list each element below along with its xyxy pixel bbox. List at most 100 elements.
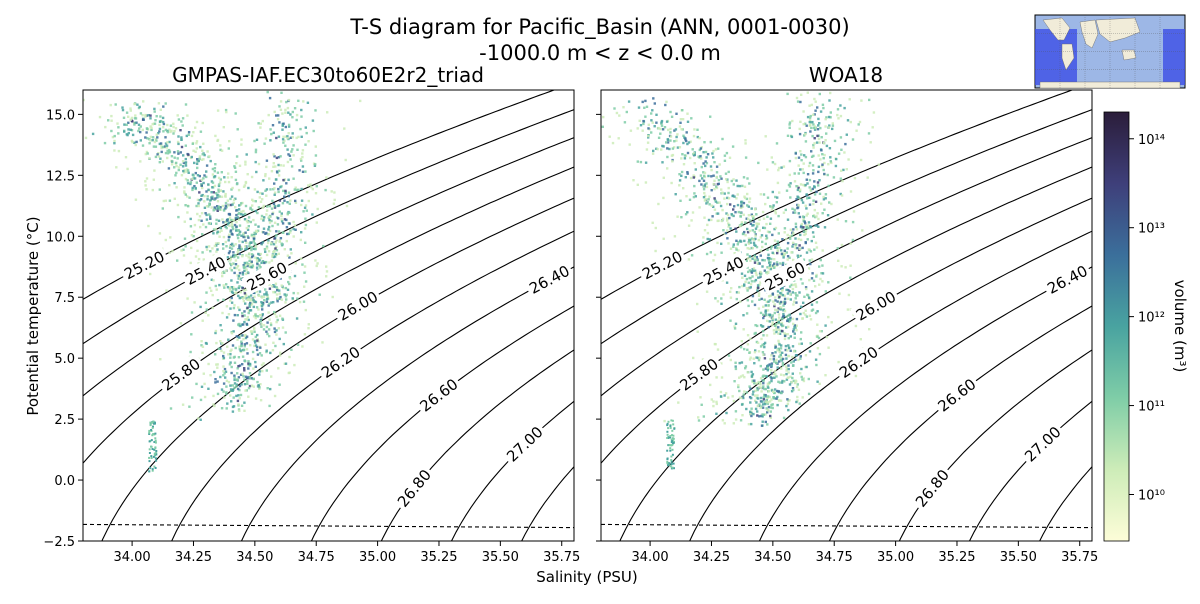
ts-volume-cell xyxy=(250,175,254,179)
ts-volume-cell xyxy=(779,287,783,290)
ts-volume-cell xyxy=(230,371,233,375)
ts-volume-cell xyxy=(169,407,173,410)
ts-volume-cell xyxy=(202,372,205,375)
ts-volume-cell xyxy=(637,106,641,109)
ts-volume-cell xyxy=(278,314,282,317)
ts-volume-cell xyxy=(273,110,276,114)
ts-volume-cell xyxy=(666,424,669,427)
ts-volume-cell xyxy=(727,242,730,245)
ts-volume-cell xyxy=(692,174,695,177)
ts-volume-cell xyxy=(692,176,695,179)
ts-volume-cell xyxy=(276,223,280,226)
ts-volume-cell xyxy=(840,148,843,151)
ts-volume-cell xyxy=(766,215,769,218)
ts-volume-cell xyxy=(672,434,675,437)
ts-volume-cell xyxy=(740,403,744,406)
ts-volume-cell xyxy=(186,297,189,300)
ts-volume-cell xyxy=(727,191,730,195)
ts-volume-cell xyxy=(807,267,811,270)
ts-volume-cell xyxy=(843,151,846,154)
ts-volume-cell xyxy=(197,257,201,261)
inset-land xyxy=(1121,49,1137,61)
ts-volume-cell xyxy=(283,293,286,296)
isopycnal-line xyxy=(171,230,574,541)
ts-volume-cell xyxy=(743,230,746,234)
ts-volume-cell xyxy=(281,112,284,115)
ts-volume-cell xyxy=(301,155,304,159)
ts-volume-cell xyxy=(196,160,199,163)
ts-volume-cell xyxy=(159,115,162,118)
ts-volume-cell xyxy=(686,151,690,155)
ts-volume-cell xyxy=(246,235,249,238)
ts-volume-cell xyxy=(289,231,292,234)
ts-volume-cell xyxy=(805,287,808,291)
ts-volume-cell xyxy=(737,384,740,387)
ts-volume-cell xyxy=(783,334,787,338)
ts-volume-cell xyxy=(299,127,302,131)
ts-volume-cell xyxy=(792,388,795,392)
ts-volume-cell xyxy=(615,111,619,115)
ts-volume-cell xyxy=(801,246,804,250)
ts-volume-cell xyxy=(238,230,242,233)
ts-volume-cell xyxy=(278,105,281,108)
ts-volume-cell xyxy=(129,118,132,121)
ts-volume-cell xyxy=(727,396,730,399)
ts-volume-cell xyxy=(812,126,816,130)
ts-volume-cell xyxy=(265,245,269,248)
ts-volume-cell xyxy=(787,318,790,321)
ts-volume-cell xyxy=(287,123,291,127)
ts-volume-cell xyxy=(774,195,777,199)
ts-volume-cell xyxy=(694,168,697,171)
ts-volume-cell xyxy=(776,290,780,293)
ts-volume-cell xyxy=(165,146,168,149)
ts-volume-cell xyxy=(287,178,290,181)
ts-volume-cell xyxy=(192,177,195,180)
ts-volume-cell xyxy=(245,348,249,351)
ts-volume-cell xyxy=(285,100,288,104)
ts-volume-cell xyxy=(180,145,184,149)
ts-volume-cell xyxy=(806,182,809,185)
ts-volume-cell xyxy=(737,385,740,389)
ts-volume-cell xyxy=(655,121,658,124)
ts-volume-cell xyxy=(611,141,615,145)
ts-volume-cell xyxy=(127,128,130,131)
ts-volume-cell xyxy=(192,131,195,134)
ts-volume-cell xyxy=(641,100,644,104)
ts-volume-cell xyxy=(642,119,645,123)
ts-volume-cell xyxy=(145,127,149,130)
ts-volume-cell xyxy=(242,323,245,326)
ts-volume-cell xyxy=(304,217,307,220)
ts-volume-cell xyxy=(257,308,260,311)
ts-volume-cell xyxy=(823,172,826,176)
ts-volume-cell xyxy=(237,208,241,211)
ts-volume-cell xyxy=(810,239,813,243)
ts-volume-cell xyxy=(703,171,707,175)
ts-volume-cell xyxy=(200,178,204,182)
ts-volume-cell xyxy=(257,252,260,256)
ts-volume-cell xyxy=(330,190,333,193)
ts-volume-cell xyxy=(662,237,665,240)
ts-volume-cell xyxy=(745,407,748,411)
ts-volume-cell xyxy=(244,231,247,234)
ts-volume-cell xyxy=(734,365,737,368)
ts-volume-cell xyxy=(757,276,760,279)
ts-volume-cell xyxy=(246,352,249,355)
ts-volume-cell xyxy=(241,363,244,366)
ts-volume-cell xyxy=(818,382,821,385)
ts-volume-cell xyxy=(776,403,779,407)
ts-volume-cell xyxy=(332,202,336,205)
ts-volume-cell xyxy=(797,156,801,159)
ts-volume-cell xyxy=(747,304,750,308)
ts-volume-cell xyxy=(260,217,263,221)
ts-volume-cell xyxy=(754,407,758,411)
ts-volume-cell xyxy=(753,394,757,397)
ts-volume-cell xyxy=(804,286,808,289)
ts-volume-cell xyxy=(812,154,815,158)
ts-volume-cell xyxy=(84,136,88,140)
ts-volume-cell xyxy=(844,142,847,146)
ts-volume-cell xyxy=(822,157,825,160)
ts-volume-cell xyxy=(213,207,216,211)
ts-volume-cell xyxy=(264,173,267,176)
ts-volume-cell xyxy=(166,149,169,153)
ts-volume-cell xyxy=(799,278,803,281)
